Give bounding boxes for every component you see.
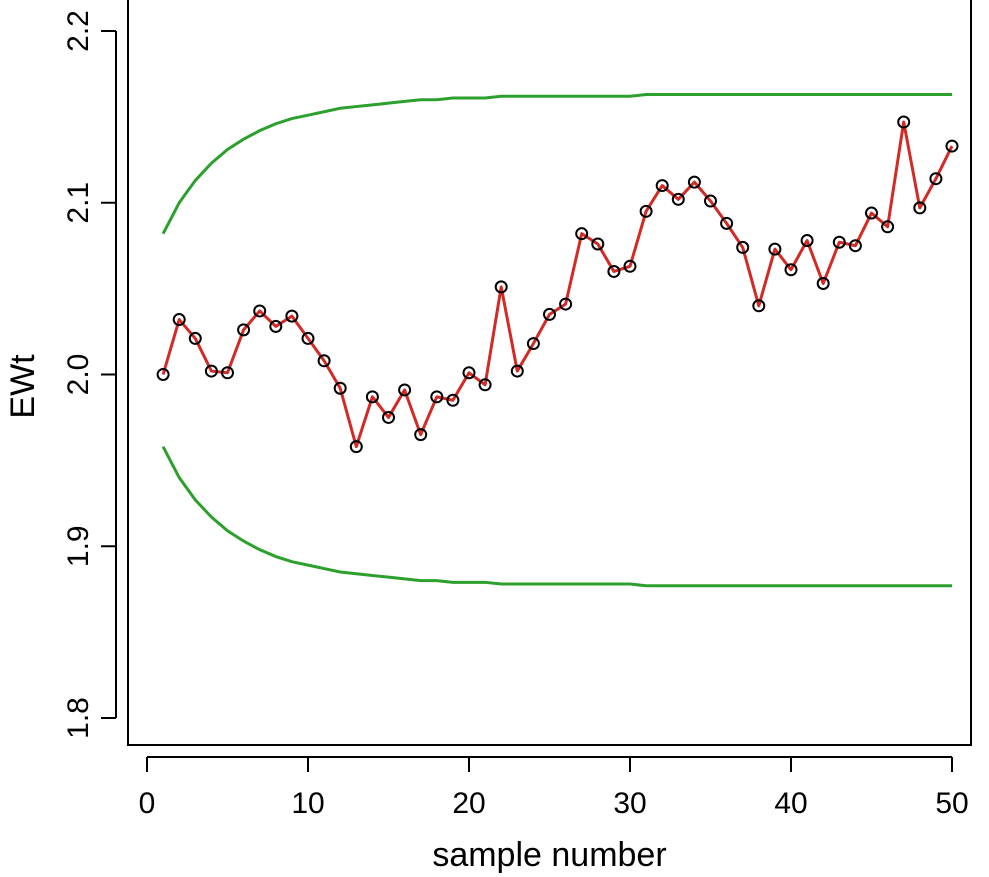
data-point [172, 313, 186, 327]
data-point [687, 175, 701, 189]
data-point [913, 201, 927, 215]
points-layer [156, 115, 959, 454]
data-point [848, 239, 862, 253]
data-point [897, 115, 911, 129]
x-tick-label: 0 [139, 787, 156, 820]
plot-frame [127, 0, 972, 746]
x-tick-label: 20 [452, 787, 485, 820]
data-point [156, 368, 170, 381]
x-tick-label: 10 [291, 787, 324, 820]
lower-control-limit-line [161, 445, 952, 588]
data-point [816, 276, 830, 290]
data-point [559, 297, 573, 311]
data-point [639, 204, 653, 218]
data-point [526, 337, 540, 351]
data-point [784, 263, 798, 277]
y-tick-label: 2.2 [62, 10, 95, 52]
data-point [462, 366, 476, 380]
y-tick-label: 2.0 [62, 354, 95, 396]
data-point [768, 242, 782, 256]
data-point [575, 227, 589, 241]
data-point [720, 216, 734, 230]
upper-control-limit-line [161, 93, 952, 235]
data-point [382, 410, 395, 424]
data-point [832, 235, 846, 249]
data-point [945, 139, 959, 153]
data-point [655, 179, 669, 193]
control-limits [161, 93, 952, 588]
data-point [237, 323, 251, 337]
x-axis: 0 10 20 30 40 50 [139, 756, 969, 820]
data-point [881, 220, 895, 234]
y-axis-label: EWt [4, 354, 42, 419]
x-axis-label: sample number [432, 836, 666, 874]
data-point [478, 378, 492, 392]
data-point [704, 194, 717, 208]
data-point [800, 234, 814, 248]
data-point [188, 331, 202, 345]
data-point [204, 364, 218, 378]
data-point [349, 440, 363, 454]
data-point [736, 240, 750, 254]
y-tick-label: 2.1 [62, 182, 95, 224]
data-point [671, 192, 685, 206]
data-point [494, 280, 508, 294]
data-point [333, 381, 347, 395]
data-point [607, 264, 621, 278]
x-tick-label: 50 [935, 787, 968, 820]
data-point [543, 307, 556, 321]
x-tick-label: 40 [774, 787, 807, 820]
data-point [865, 206, 878, 220]
data-point [398, 383, 412, 397]
y-axis: 1.8 1.9 2.0 2.1 2.2 [62, 10, 117, 739]
data-point [253, 304, 267, 318]
data-point [365, 390, 379, 404]
data-point [510, 364, 524, 378]
data-point [285, 309, 299, 323]
data-point [414, 428, 428, 442]
y-tick-label: 1.8 [62, 697, 95, 739]
data-point [929, 172, 943, 186]
data-point [446, 393, 460, 407]
data-point [301, 331, 315, 345]
data-point [623, 259, 637, 273]
data-point [591, 237, 605, 251]
data-point [430, 390, 444, 404]
data-point [269, 319, 283, 333]
x-tick-label: 30 [613, 787, 646, 820]
data-point [221, 366, 234, 380]
data-point [317, 354, 331, 368]
y-tick-label: 1.9 [62, 525, 95, 567]
data-point [752, 299, 766, 313]
